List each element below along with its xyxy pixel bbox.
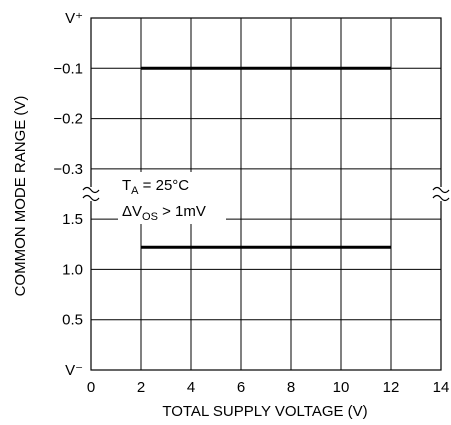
y-tick-label: 1.0 — [62, 261, 83, 278]
x-tick-label: 14 — [433, 379, 450, 396]
x-tick-label: 12 — [383, 379, 400, 396]
axis-break-gap — [83, 187, 99, 201]
conditions-annotation: TA = 25°C ΔVOS > 1mV — [118, 172, 226, 224]
annotation-temperature: TA = 25°C — [122, 177, 189, 197]
x-tick-label: 8 — [287, 379, 295, 396]
y-tick-label: 1.5 — [62, 211, 83, 228]
y-tick-label: −0.3 — [53, 161, 83, 178]
x-tick-label: 6 — [237, 379, 245, 396]
axis-break-mark — [82, 186, 100, 194]
grid — [91, 18, 441, 370]
x-axis-label: TOTAL SUPPLY VOLTAGE (V) — [162, 403, 367, 420]
y-tick-label: V⁻ — [65, 362, 83, 379]
x-tick-label: 0 — [87, 379, 95, 396]
annotation-background — [118, 172, 226, 224]
y-tick-label: 0.5 — [62, 312, 83, 329]
x-tick-labels: 0 2 4 6 8 10 12 14 — [87, 379, 450, 396]
y-tick-label: −0.1 — [53, 60, 83, 77]
y-tick-labels: V⁺ −0.1 −0.2 −0.3 1.5 1.0 0.5 V⁻ — [53, 10, 83, 379]
y-tick-label: −0.2 — [53, 111, 83, 128]
axis-break-mark — [82, 194, 100, 202]
axis-break-mark — [432, 194, 450, 202]
series-layer — [141, 66, 391, 249]
y-tick-label: V⁺ — [65, 10, 83, 27]
x-tick-label: 10 — [333, 379, 350, 396]
y-axis-label: COMMON MODE RANGE (V) — [12, 96, 29, 297]
x-tick-label: 4 — [187, 379, 195, 396]
x-tick-label: 2 — [137, 379, 145, 396]
axis-break-gap — [433, 187, 449, 201]
axis-break-marks — [82, 186, 450, 202]
annotation-offset-voltage: ΔVOS > 1mV — [122, 203, 206, 223]
axis-break-mark — [432, 186, 450, 194]
